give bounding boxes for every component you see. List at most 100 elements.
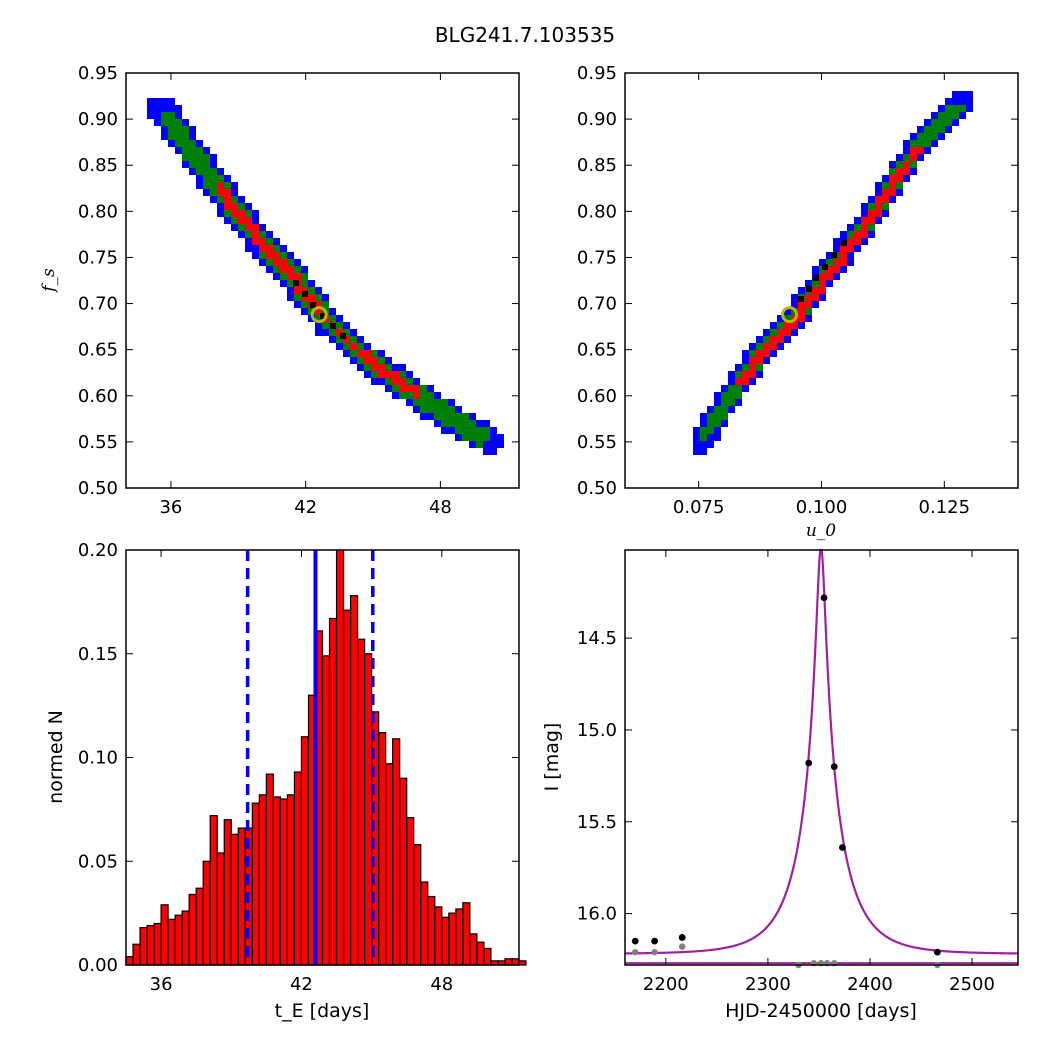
- fs-u0-cell-outer: [966, 98, 973, 105]
- fs-tE-ytick-label: 0.70: [78, 294, 118, 315]
- fs-tE-cell-outer: [294, 259, 301, 266]
- fs-tE-cell-outer: [294, 301, 301, 308]
- fs-u0-ytick-label: 0.65: [577, 340, 617, 361]
- fs-tE-cell-inner: [371, 357, 378, 364]
- fs-u0-cell-inner: [749, 371, 756, 378]
- fs-tE-cell-mid: [168, 126, 175, 133]
- fs-tE-cell-inner: [294, 287, 301, 294]
- fs-tE-cell-inner: [406, 385, 413, 392]
- fs-tE-cell-outer: [476, 420, 483, 427]
- fs-tE-cell-outer: [343, 322, 350, 329]
- fs-u0-cell-outer: [707, 434, 714, 441]
- fs-tE-cell-outer: [266, 266, 273, 273]
- fs-u0-cell-outer: [798, 287, 805, 294]
- fs-tE-cell-inner: [245, 217, 252, 224]
- fs-u0-cell-outer: [693, 448, 700, 455]
- fs-u0-cell-outer: [791, 301, 798, 308]
- fs-tE-cell-mid: [203, 154, 210, 161]
- fs-u0-cell-mid: [847, 231, 854, 238]
- histogram-bar: [272, 796, 281, 966]
- fs-u0-ytick-label: 0.70: [577, 294, 617, 315]
- fs-tE-cell-outer: [280, 245, 287, 252]
- fs-tE-cell-outer: [427, 385, 434, 392]
- histogram-bar: [258, 794, 267, 966]
- histogram-bar: [441, 916, 450, 966]
- fs-tE-cell-outer: [385, 357, 392, 364]
- histogram-bar: [188, 893, 197, 966]
- fs-u0-cell-mid: [945, 119, 952, 126]
- fs-u0-cell-outer: [854, 245, 861, 252]
- fs-u0-cell-outer: [847, 224, 854, 231]
- fs-u0-cell-inner: [875, 210, 882, 217]
- histogram-bar: [392, 738, 401, 966]
- fs-u0-cell-outer: [931, 112, 938, 119]
- fs-u0-cell-outer: [693, 441, 700, 448]
- fs-u0-cell-mid: [756, 343, 763, 350]
- fs-u0-cell-mid: [707, 413, 714, 420]
- histogram-bar: [146, 924, 155, 966]
- fs-tE-xtick-label: 48: [429, 497, 452, 518]
- fs-tE-cell-outer: [420, 413, 427, 420]
- fs-tE-cell-inner: [252, 238, 259, 245]
- fs-u0-cell-outer: [693, 427, 700, 434]
- fs-tE-cell-mid: [301, 280, 308, 287]
- fs-u0-cell-mid: [700, 427, 707, 434]
- fs-u0-cell-inner: [854, 231, 861, 238]
- fs-tE-cell-inner: [315, 301, 322, 308]
- fs-tE-cell-outer: [336, 315, 343, 322]
- fs-tE-cell-mid: [273, 245, 280, 252]
- fs-u0-cell-outer: [910, 133, 917, 140]
- fs-tE-cell-inner: [364, 357, 371, 364]
- fs-tE-cell-outer: [231, 224, 238, 231]
- fs-tE-cell-mid: [238, 203, 245, 210]
- fs-u0-cell-mid: [742, 364, 749, 371]
- fs-u0-cell-mid: [728, 392, 735, 399]
- fs-tE-cell-mid: [308, 287, 315, 294]
- fs-tE-cell-outer: [266, 231, 273, 238]
- fs-tE-cell-outer: [245, 238, 252, 245]
- light-curve-ytick-label: 14.5: [577, 628, 617, 649]
- fs-tE-cell-mid: [294, 266, 301, 273]
- fs-u0-cell-mid: [749, 350, 756, 357]
- fs-tE-cell-inner: [245, 224, 252, 231]
- fs-tE-cell-inner: [413, 385, 420, 392]
- fs-tE-cell-mid: [224, 182, 231, 189]
- fs-u0-cell-mid: [945, 112, 952, 119]
- data-point-black: [678, 934, 686, 941]
- histogram-bar: [181, 910, 190, 966]
- histogram-bar: [328, 617, 338, 966]
- fs-tE-cell-mid: [259, 231, 266, 238]
- fs-tE-cell-mid: [336, 336, 343, 343]
- fs-tE-cell-outer: [259, 259, 266, 266]
- fs-u0-cell-outer: [749, 378, 756, 385]
- fs-tE-cell-mid: [434, 413, 441, 420]
- fs-u0-cell-mid: [714, 413, 721, 420]
- fs-tE-cell-outer: [168, 140, 175, 147]
- histogram-bar: [251, 802, 260, 966]
- fs-tE-cell-mid: [217, 175, 224, 182]
- fs-u0-cell-mid: [931, 119, 938, 126]
- fs-u0-cell-outer: [728, 406, 735, 413]
- fs-tE-cell-mid: [175, 140, 182, 147]
- fs-tE-cell-inner: [280, 259, 287, 266]
- fs-tE-axes-frame: [125, 72, 520, 489]
- fs-tE-cell-mid: [392, 385, 399, 392]
- fs-tE-cell-inner: [287, 273, 294, 280]
- fs-tE-cell-core: [293, 280, 299, 286]
- panel-light-curve: 2200 2300 2400 2500 14.5 15.0 15.5 16.0 HJD-245…: [541, 548, 1019, 1022]
- fs-u0-cell-inner: [882, 196, 889, 203]
- fs-tE-cell-inner: [413, 392, 420, 399]
- fs-tE-cell-mid: [336, 322, 343, 329]
- fs-u0-cell-inner: [889, 189, 896, 196]
- fs-tE-cell-outer: [357, 336, 364, 343]
- fs-tE-cell-outer: [161, 126, 168, 133]
- fs-tE-cell-outer: [287, 252, 294, 259]
- data-point-grey: [678, 943, 686, 950]
- histogram-bar: [483, 947, 492, 966]
- fs-tE-cell-mid: [462, 420, 469, 427]
- fs-u0-cell-outer: [903, 140, 910, 147]
- fs-tE-cell-mid: [434, 399, 441, 406]
- fs-tE-cell-outer: [322, 329, 329, 336]
- fs-tE-cell-mid: [427, 392, 434, 399]
- fs-tE-cell-mid: [189, 140, 196, 147]
